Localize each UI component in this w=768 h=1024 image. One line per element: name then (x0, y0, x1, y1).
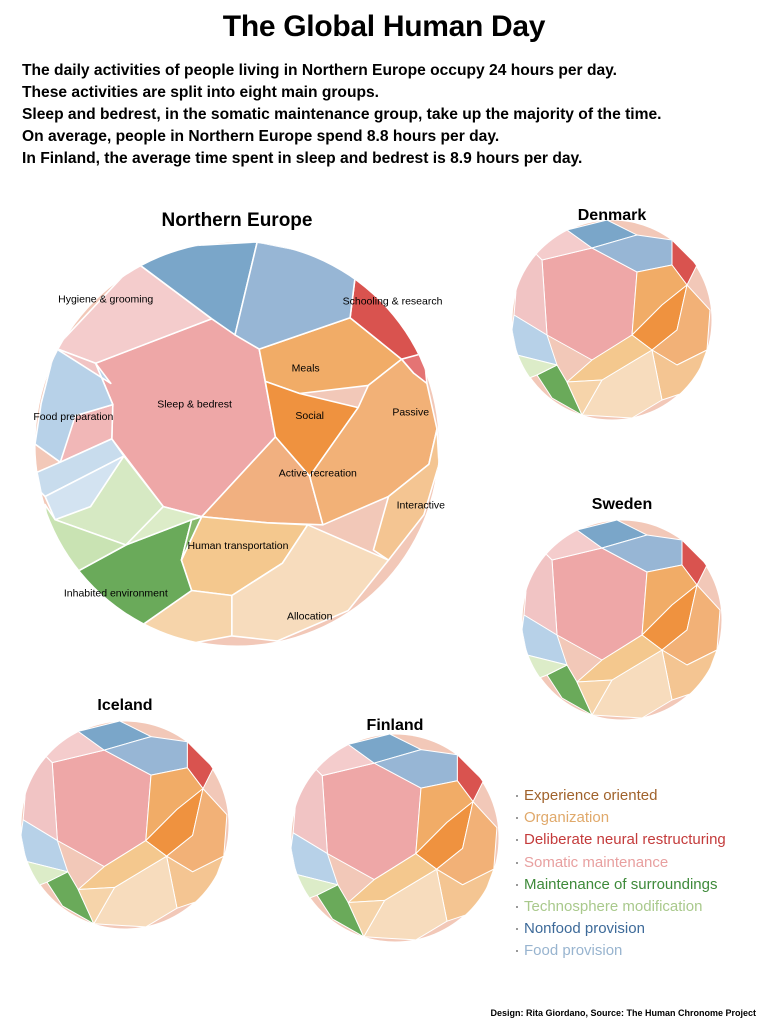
country-title: Sweden (592, 496, 652, 513)
country-title: Finland (367, 717, 424, 734)
cell-label: Passive (392, 407, 429, 419)
cell-label: Human transportation (188, 540, 289, 552)
cell-label: Allocation (287, 611, 333, 623)
intro-line: On average, people in Northern Europe sp… (22, 128, 500, 145)
chart-title: The Global Human Day (222, 10, 546, 43)
voronoi-cell (400, 352, 428, 385)
legend-dot (516, 817, 518, 820)
voronoi-cell (372, 428, 439, 561)
legend-label: Deliberate neural restructuring (524, 831, 726, 849)
voronoi-chart: Northern Europe Sleep & bedrest Hygiene & … (33, 210, 445, 646)
intro-line: In Finland, the average time spent in sl… (22, 150, 583, 167)
voronoi-cell (35, 347, 114, 464)
country-title: Northern Europe (162, 210, 313, 231)
legend-label: Experience oriented (524, 787, 658, 804)
voronoi-chart: Sweden (522, 496, 722, 720)
legend-dot (516, 861, 518, 864)
voronoi-cell (77, 886, 116, 925)
legend-item: Maintenance of surroundings (516, 874, 726, 896)
cell-label: Social (295, 410, 324, 422)
legend-item: Experience oriented (516, 785, 726, 807)
voronoi-cell (347, 853, 438, 903)
cell-label: Sleep & bedrest (157, 399, 232, 411)
legend-item: Deliberate neural restructuring (516, 829, 726, 851)
legend-dot (516, 950, 518, 953)
legend-item: Nonfood provision (516, 918, 726, 940)
voronoi-cell (231, 523, 390, 642)
legend-item: Somatic maintenance (516, 852, 726, 874)
cell-label: Inhabited environment (64, 588, 168, 600)
cell-label: Schooling & research (343, 296, 443, 308)
legend-label: Maintenance of surroundings (524, 875, 718, 893)
legend-label: Nonfood provision (524, 920, 645, 938)
voronoi-cell (566, 334, 653, 383)
voronoi-cell (576, 679, 613, 716)
legend-label: Organization (524, 809, 610, 827)
intro-line: These activities are split into eight ma… (22, 84, 380, 101)
cell-label: Active recreation (279, 467, 357, 479)
voronoi-cell (576, 634, 663, 683)
legend-item: Technosphere modification (516, 896, 726, 918)
voronoi-chart: Iceland (21, 697, 229, 929)
legend-label: Technosphere modification (524, 897, 703, 915)
credit: Design: Rita Giordano, Source: The Human… (490, 1008, 756, 1018)
cell-label: Meals (292, 362, 320, 374)
legend-dot (516, 928, 518, 931)
intro-line: The daily activities of people living in… (22, 62, 617, 79)
voronoi-cell (77, 840, 168, 890)
cell-label: Interactive (397, 500, 446, 512)
voronoi-chart: Denmark (512, 207, 712, 420)
legend-dot (516, 905, 518, 908)
legend-dot (516, 883, 518, 886)
country-title: Iceland (97, 697, 152, 714)
legend-item: Organization (516, 807, 726, 829)
voronoi-chart: Finland (291, 717, 499, 942)
legend: Experience oriented Organization Deliber… (516, 785, 726, 963)
intro-text: The daily activities of people living in… (22, 60, 752, 170)
legend-label: Somatic maintenance (524, 853, 669, 871)
legend-item: Food provision (516, 940, 726, 962)
legend-label: Food provision (524, 942, 623, 960)
legend-dot (516, 839, 518, 842)
voronoi-cell (347, 899, 386, 938)
voronoi-cell (125, 505, 203, 546)
cell-label: Hygiene & grooming (58, 294, 153, 306)
legend-dot (516, 795, 518, 797)
country-title: Denmark (578, 207, 647, 224)
intro-line: Sleep and bedrest, in the somatic mainte… (22, 106, 662, 123)
cell-label: Food preparation (33, 411, 113, 423)
voronoi-cell (566, 379, 603, 416)
